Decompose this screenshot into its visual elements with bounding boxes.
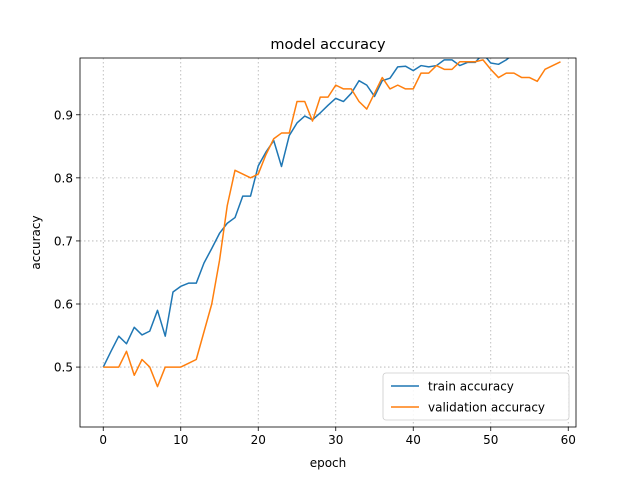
grid xyxy=(80,58,576,427)
x-tick-label: 10 xyxy=(173,433,188,447)
y-axis-ticks: 0.5 0.6 0.7 0.8 0.9 xyxy=(54,108,80,375)
legend-label: train accuracy xyxy=(428,380,514,394)
y-axis-label: accuracy xyxy=(29,215,43,269)
x-axis-ticks: 0 10 20 30 40 50 60 xyxy=(99,427,576,447)
x-tick-label: 40 xyxy=(406,433,421,447)
x-tick-label: 60 xyxy=(561,433,576,447)
chart-title: model accuracy xyxy=(270,37,386,53)
x-tick-label: 0 xyxy=(99,433,107,447)
series-line-validation xyxy=(103,59,561,388)
x-tick-label: 30 xyxy=(328,433,343,447)
legend: train accuracy validation accuracy xyxy=(382,372,570,421)
x-tick-label: 50 xyxy=(483,433,498,447)
y-tick-label: 0.5 xyxy=(54,361,73,375)
series-layer xyxy=(102,58,561,388)
x-axis-label: epoch xyxy=(310,456,347,470)
y-tick-label: 0.7 xyxy=(54,234,73,248)
plot-frame xyxy=(79,57,577,428)
legend-label: validation accuracy xyxy=(428,401,545,415)
series-line-train xyxy=(102,58,554,368)
y-tick-label: 0.6 xyxy=(54,298,73,312)
y-tick-label: 0.8 xyxy=(54,171,73,185)
legend-box xyxy=(382,372,570,421)
y-tick-label: 0.9 xyxy=(54,108,73,122)
x-tick-label: 20 xyxy=(251,433,266,447)
